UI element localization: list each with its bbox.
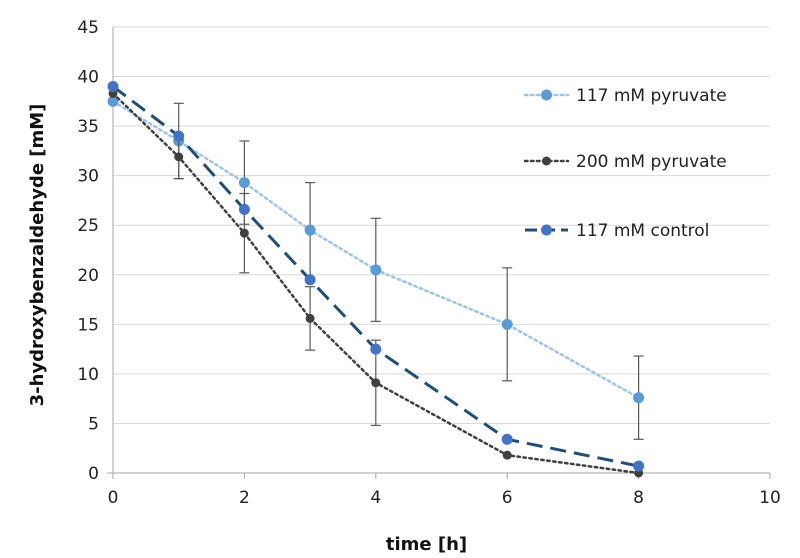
x-tick-label: 2 — [239, 488, 250, 508]
data-point — [633, 392, 645, 404]
y-tick-label: 20 — [77, 266, 99, 286]
data-point — [633, 460, 645, 472]
legend-swatch-marker — [541, 89, 552, 101]
x-axis-title: time [h] — [386, 534, 467, 555]
y-tick-label: 15 — [77, 315, 99, 335]
x-tick-label: 6 — [502, 488, 513, 508]
x-tick-label: 0 — [108, 488, 119, 508]
data-point — [107, 95, 119, 107]
data-point — [305, 313, 315, 323]
legend: 117 mM pyruvate 200 mM pyruvate 117 mM con… — [523, 86, 727, 241]
axes: 0 5 10 15 20 25 30 35 40 45 0 2 4 6 8 10 — [77, 18, 780, 508]
data-point — [371, 378, 381, 388]
data-point — [370, 343, 382, 355]
data-point — [238, 177, 250, 189]
legend-label: 200 mM pyruvate — [576, 152, 727, 172]
data-point — [173, 130, 185, 142]
legend-swatch-marker — [542, 156, 551, 166]
x-tick-label: 4 — [370, 488, 381, 508]
data-point — [502, 450, 512, 460]
y-tick-label: 0 — [88, 464, 99, 484]
data-point — [304, 224, 316, 236]
y-tick-label: 30 — [77, 167, 99, 187]
y-tick-label: 45 — [77, 18, 99, 38]
gridlines — [113, 26, 770, 424]
y-tick-label: 40 — [77, 68, 99, 88]
y-tick-label: 35 — [77, 117, 99, 137]
y-tick-label: 25 — [77, 216, 99, 236]
data-point — [501, 318, 513, 330]
data-point — [174, 152, 184, 162]
data-point — [501, 433, 513, 445]
data-point — [107, 80, 119, 92]
legend-swatch-marker — [541, 224, 552, 236]
x-tick-label: 10 — [759, 488, 781, 508]
data-point — [304, 274, 316, 286]
y-tick-label: 5 — [88, 414, 99, 434]
x-tick-label: 8 — [633, 488, 644, 508]
data-point — [239, 228, 249, 238]
y-tick-label: 10 — [77, 365, 99, 385]
y-axis-title: 3-hydroxybenzaldehyde [mM] — [27, 104, 48, 407]
data-point — [370, 264, 382, 276]
legend-label: 117 mM pyruvate — [576, 86, 727, 106]
data-point — [238, 203, 250, 215]
legend-label: 117 mM control — [576, 221, 709, 241]
series-layer — [107, 80, 645, 478]
